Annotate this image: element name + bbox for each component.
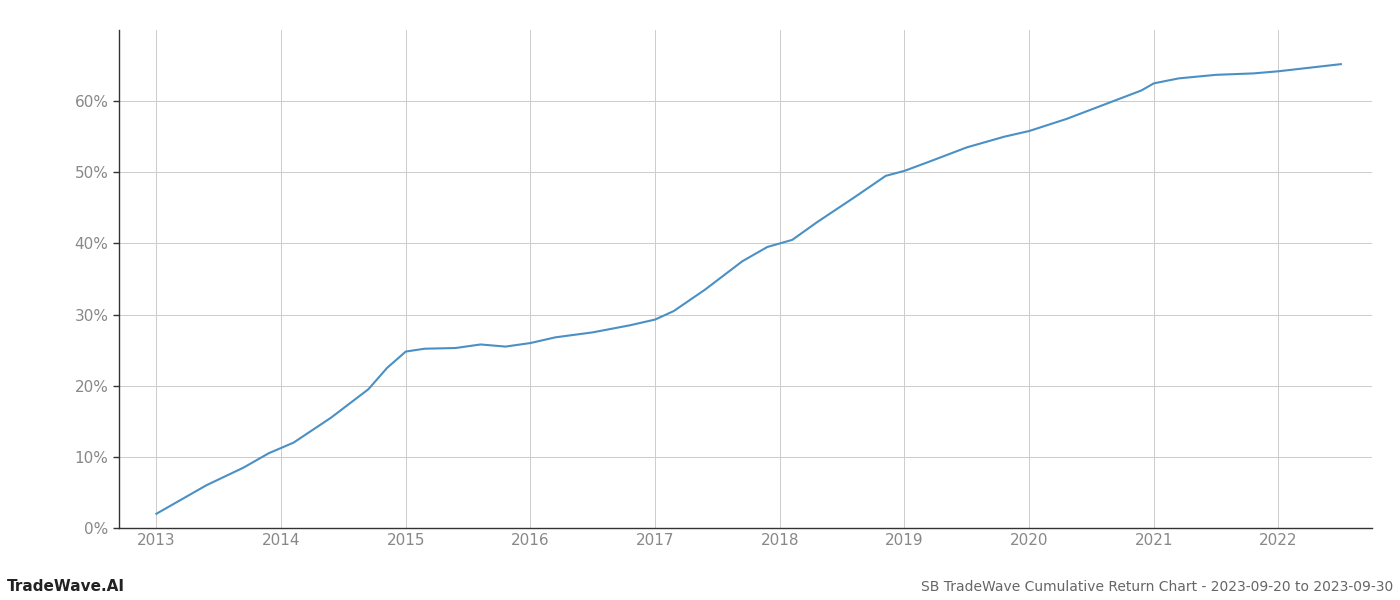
Text: TradeWave.AI: TradeWave.AI — [7, 579, 125, 594]
Text: SB TradeWave Cumulative Return Chart - 2023-09-20 to 2023-09-30: SB TradeWave Cumulative Return Chart - 2… — [921, 580, 1393, 594]
